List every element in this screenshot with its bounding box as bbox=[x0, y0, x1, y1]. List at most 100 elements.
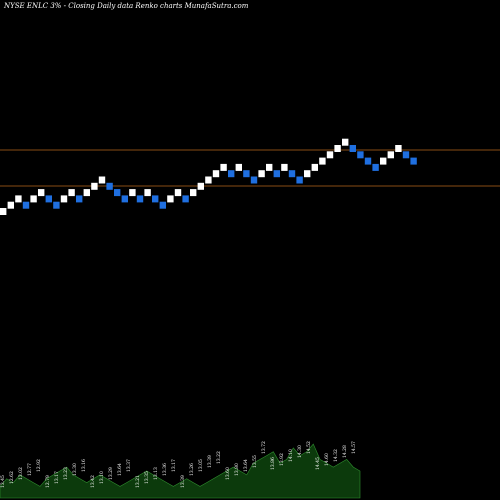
volume-value-label: 13.05 bbox=[198, 459, 204, 472]
renko-brick-down bbox=[402, 151, 410, 159]
renko-brick-down bbox=[53, 201, 60, 209]
renko-brick-up bbox=[205, 176, 212, 184]
renko-brick-up bbox=[197, 182, 204, 190]
volume-value-label: 13.16 bbox=[81, 459, 87, 472]
volume-value-label: 12.77 bbox=[27, 463, 33, 476]
renko-brick-down bbox=[76, 195, 83, 203]
renko-brick-up bbox=[98, 176, 106, 184]
volume-value-label: 13.60 bbox=[225, 467, 231, 480]
renko-brick-up bbox=[258, 170, 265, 178]
renko-brick-up bbox=[220, 163, 227, 171]
volume-value-label: 13.55 bbox=[252, 455, 258, 468]
renko-brick-up bbox=[174, 189, 182, 197]
renko-brick-down bbox=[296, 176, 303, 184]
renko-brick-up bbox=[129, 189, 136, 197]
renko-brick-down bbox=[106, 182, 113, 190]
volume-value-label: 13.72 bbox=[261, 441, 267, 454]
renko-brick-down bbox=[45, 195, 52, 203]
chart-title: NYSE ENLC 3% - Closing Daily data Renko … bbox=[3, 2, 249, 10]
renko-brick-down bbox=[250, 176, 258, 184]
renko-brick-up bbox=[15, 195, 22, 203]
renko-brick-up bbox=[38, 189, 45, 197]
renko-brick-up bbox=[342, 138, 349, 146]
volume-value-label: 13.21 bbox=[135, 475, 141, 488]
volume-value-label: 14.30 bbox=[297, 445, 303, 458]
volume-value-label: 13.39 bbox=[180, 475, 186, 488]
renko-brick-down bbox=[288, 170, 296, 178]
volume-value-label: 13.36 bbox=[162, 463, 168, 476]
renko-bricks bbox=[0, 138, 417, 215]
renko-brick-down bbox=[243, 170, 250, 178]
renko-brick-up bbox=[167, 195, 174, 203]
renko-brick-up bbox=[235, 163, 242, 171]
renko-brick-down bbox=[372, 163, 379, 171]
volume-value-label: 12.92 bbox=[36, 459, 42, 472]
renko-brick-up bbox=[212, 170, 220, 178]
volume-value-label: 13.23 bbox=[63, 467, 69, 480]
volume-value-label: 14.52 bbox=[306, 441, 312, 454]
renko-brick-up bbox=[311, 163, 318, 171]
volume-value-label: 13.64 bbox=[117, 463, 123, 476]
volume-value-label: 13.13 bbox=[153, 467, 159, 480]
renko-brick-down bbox=[114, 189, 121, 197]
volume-value-label: 13.10 bbox=[99, 471, 105, 484]
volume-value-label: 14.32 bbox=[333, 449, 339, 462]
renko-brick-up bbox=[266, 163, 273, 171]
renko-brick-up bbox=[319, 157, 326, 165]
volume-value-label: 13.92 bbox=[279, 453, 285, 466]
renko-brick-up bbox=[30, 195, 37, 203]
volume-area-path bbox=[0, 443, 361, 499]
renko-brick-down bbox=[121, 195, 128, 203]
renko-brick-up bbox=[68, 189, 75, 197]
renko-brick-down bbox=[364, 157, 372, 165]
volume-value-label: 13.64 bbox=[243, 459, 249, 472]
volume-value-label: 13.35 bbox=[144, 471, 150, 484]
renko-brick-up bbox=[387, 151, 394, 159]
volume-value-label: 14.28 bbox=[342, 445, 348, 458]
renko-brick-up bbox=[395, 145, 402, 152]
renko-brick-down bbox=[159, 201, 166, 209]
volume-value-label: 13.39 bbox=[207, 455, 213, 468]
volume-value-label: 13.86 bbox=[270, 457, 276, 470]
volume-value-label: 14.60 bbox=[324, 453, 330, 466]
volume-value-label: 13.26 bbox=[189, 463, 195, 476]
renko-brick-up bbox=[334, 145, 341, 152]
renko-brick-up bbox=[190, 189, 197, 197]
renko-brick-down bbox=[349, 145, 356, 152]
renko-brick-down bbox=[182, 195, 189, 203]
renko-brick-up bbox=[304, 170, 311, 178]
renko-brick-down bbox=[228, 170, 235, 178]
renko-brick-up bbox=[380, 157, 387, 165]
renko-brick-up bbox=[281, 163, 288, 171]
volume-value-label: 13.45 bbox=[0, 475, 6, 488]
volume-value-label: 13.17 bbox=[54, 471, 60, 484]
renko-brick-down bbox=[357, 151, 364, 159]
renko-brick-down bbox=[152, 195, 159, 203]
volume-value-label: 14.10 bbox=[288, 449, 294, 462]
volume-value-label: 13.42 bbox=[90, 475, 96, 488]
volume-value-label: 12.79 bbox=[45, 475, 51, 488]
volume-value-label: 14.45 bbox=[315, 457, 321, 470]
renko-brick-up bbox=[60, 195, 68, 203]
renko-brick-down bbox=[22, 201, 30, 209]
volume-area bbox=[0, 443, 361, 499]
renko-brick-down bbox=[273, 170, 280, 178]
renko-brick-down bbox=[136, 195, 144, 203]
volume-value-label: 13.29 bbox=[108, 467, 114, 480]
volume-value-label: 13.02 bbox=[18, 467, 24, 480]
renko-brick-up bbox=[0, 208, 7, 215]
volume-value-label: 12.62 bbox=[9, 471, 15, 484]
volume-value-label: 14.57 bbox=[351, 441, 357, 454]
renko-brick-up bbox=[326, 151, 334, 159]
renko-brick-down bbox=[410, 157, 417, 165]
renko-brick-up bbox=[7, 201, 14, 209]
renko-brick-up bbox=[91, 182, 98, 190]
volume-value-label: 13.17 bbox=[171, 459, 177, 472]
volume-value-label: 13.37 bbox=[126, 459, 132, 472]
volume-value-label: 13.80 bbox=[234, 463, 240, 476]
volume-value-label: 13.22 bbox=[216, 451, 222, 464]
renko-brick-up bbox=[83, 189, 90, 197]
volume-value-label: 13.30 bbox=[72, 463, 78, 476]
